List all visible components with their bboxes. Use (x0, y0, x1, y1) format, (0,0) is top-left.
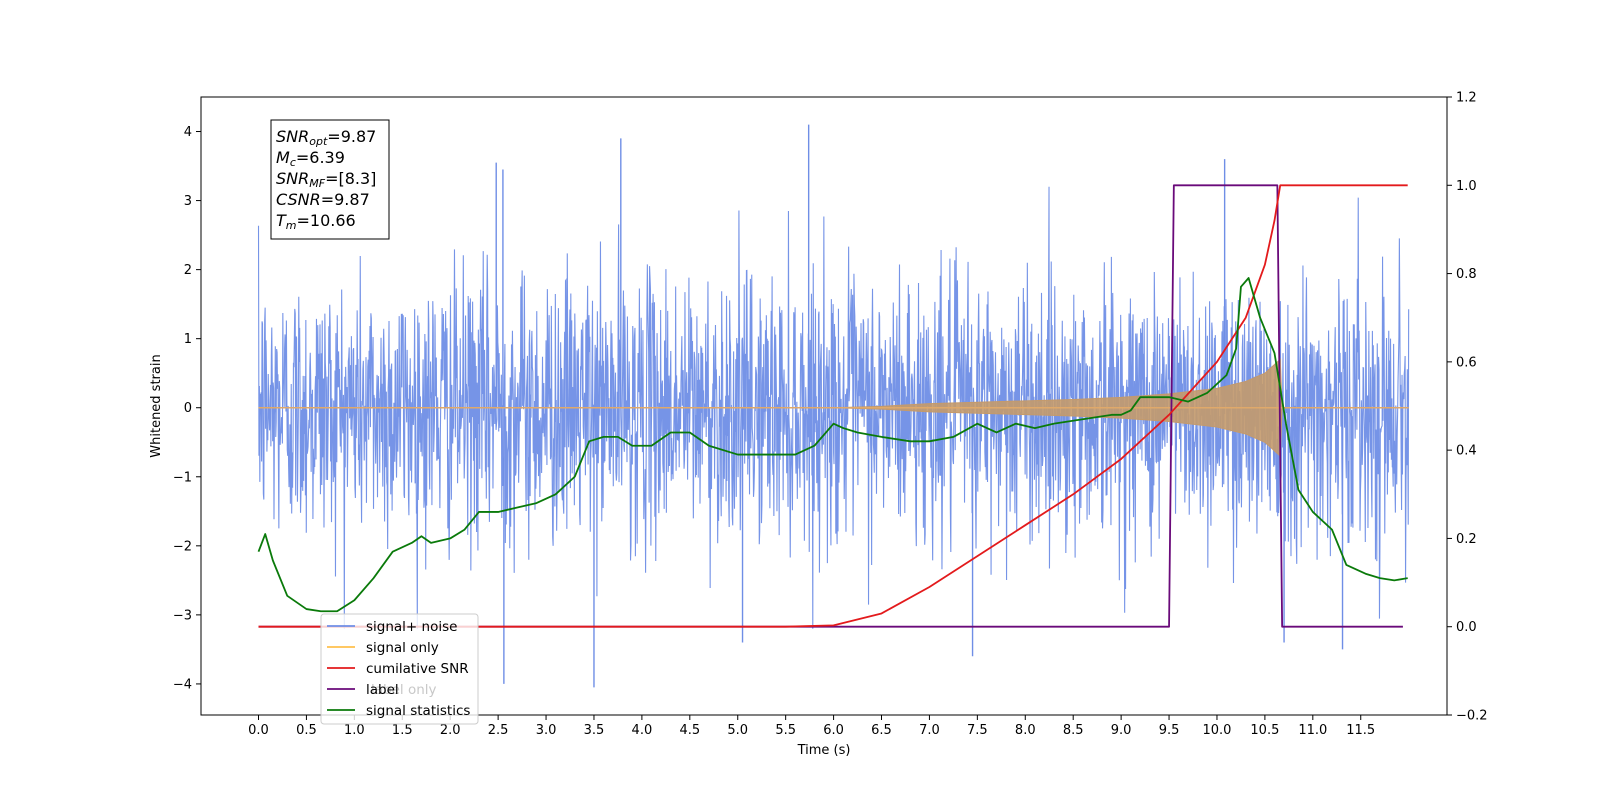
x-tick-label: 3.0 (536, 723, 557, 738)
y-left-tick-label: 2 (184, 263, 192, 278)
data-lines (257, 184, 1408, 628)
label-line (258, 184, 1403, 628)
cumulative-snr-line (258, 184, 1408, 628)
y-right-tick-label: 0.8 (1456, 267, 1477, 282)
info-line: CSNR=9.87 (276, 190, 370, 209)
info-line: Tm=10.66 (276, 211, 356, 232)
y-right-tick-label: 0.4 (1456, 444, 1477, 459)
y-right-tick-label: 1.0 (1456, 179, 1477, 194)
y-left-tick-label: −4 (173, 677, 192, 692)
x-tick-label: 9.0 (1111, 723, 1132, 738)
x-tick-label: 2.5 (488, 723, 509, 738)
y-left-tick-label: −3 (173, 608, 192, 623)
info-line: SNRopt=9.87 (276, 127, 376, 148)
y-right-tick-label: 1.2 (1456, 91, 1477, 106)
y-left-tick-label: 1 (184, 332, 192, 347)
x-tick-label: 5.0 (727, 723, 748, 738)
x-tick-label: 2.0 (440, 723, 461, 738)
x-tick-label: 7.5 (967, 723, 988, 738)
x-tick-label: 8.5 (1063, 723, 1084, 738)
y-left-tick-label: −1 (173, 470, 192, 485)
x-tick-label: 3.5 (584, 723, 605, 738)
x-tick-label: 8.0 (1015, 723, 1036, 738)
legend-label: label (366, 682, 399, 698)
plot-area-frame (200, 96, 1448, 716)
y-left-tick-label: 4 (184, 125, 192, 140)
y-right-tick-label: 0.2 (1456, 532, 1477, 547)
x-tick-label: 7.0 (919, 723, 940, 738)
noise-path (257, 186, 1410, 629)
x-tick-label: 10.5 (1250, 723, 1279, 738)
legend-label: cumilative SNR (366, 661, 469, 677)
x-tick-label: 5.5 (775, 723, 796, 738)
y-right-tick-label: 0.0 (1456, 620, 1477, 635)
y-axis-label-left: Whitened strain (149, 354, 164, 457)
x-axis-label: Time (s) (797, 743, 851, 758)
legend-label: signal only (366, 640, 439, 656)
y-left-tick-label: 3 (184, 194, 192, 209)
x-tick-label: 4.5 (679, 723, 700, 738)
legend: signal+ noise signal only cumilative SNR la… (320, 613, 479, 725)
x-tick-label: 6.5 (871, 723, 892, 738)
x-tick-label: 4.0 (632, 723, 653, 738)
signal-statistics-line (257, 277, 1408, 613)
y-right-tick-label: −0.2 (1456, 709, 1488, 724)
legend-frame (320, 613, 479, 725)
x-tick-label: 9.5 (1159, 723, 1180, 738)
legend-label: signal+ noise (366, 619, 457, 635)
info-line: Mc=6.39 (276, 148, 345, 169)
x-tick-label: 1.5 (392, 723, 413, 738)
signal-only-trace (258, 358, 1409, 458)
x-tick-label: 0.5 (296, 723, 317, 738)
x-tick-label: 11.5 (1346, 723, 1375, 738)
legend-label: label only (371, 682, 437, 698)
signal-plus-noise-trace (257, 124, 1410, 688)
y-left-tick-label: 0 (184, 401, 192, 416)
x-tick-label: 6.0 (823, 723, 844, 738)
legend-label: signal statistics (366, 703, 470, 719)
info-line: SNRMF=[8.3] (276, 169, 376, 190)
x-tick-label: 1.0 (344, 723, 365, 738)
axes: 0.0 0.5 1.0 1.5 2.0 2.5 3.0 3.5 4.0 4.5 5.0 5.5 6.0 6… (149, 91, 1488, 759)
info-box-frame (270, 119, 390, 240)
y-right-tick-label: 0.6 (1456, 355, 1477, 370)
x-tick-label: 11.0 (1298, 723, 1327, 738)
x-tick-label: 0.0 (248, 723, 269, 738)
x-tick-label: 10.0 (1202, 723, 1231, 738)
y-left-tick-label: −2 (173, 539, 192, 554)
